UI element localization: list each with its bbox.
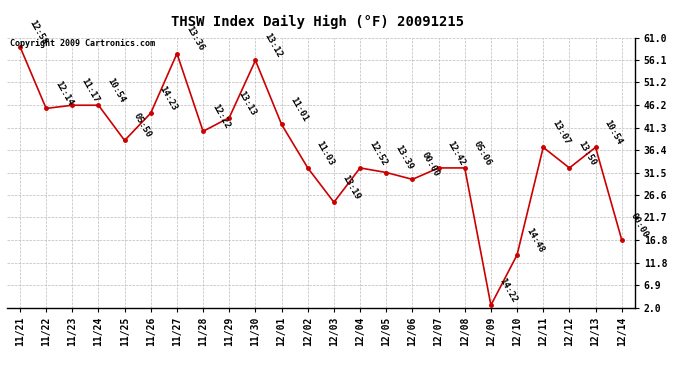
Text: 13:12: 13:12 (262, 32, 284, 60)
Text: 12:52: 12:52 (367, 140, 388, 167)
Text: 00:00: 00:00 (420, 151, 441, 178)
Text: 05:50: 05:50 (132, 112, 152, 140)
Text: 13:39: 13:39 (393, 144, 415, 172)
Text: 11:03: 11:03 (315, 140, 336, 167)
Text: 12:14: 12:14 (53, 80, 75, 108)
Text: 13:13: 13:13 (236, 89, 257, 117)
Text: THSW Index Daily High (°F) 20091215: THSW Index Daily High (°F) 20091215 (171, 15, 464, 29)
Text: 13:19: 13:19 (341, 174, 362, 201)
Text: 13:50: 13:50 (576, 140, 598, 167)
Text: 11:17: 11:17 (79, 76, 101, 105)
Text: 10:54: 10:54 (602, 119, 624, 147)
Text: 14:48: 14:48 (524, 226, 545, 254)
Text: 10:54: 10:54 (106, 76, 127, 105)
Text: 13:36: 13:36 (184, 25, 205, 53)
Text: 00:00: 00:00 (629, 211, 650, 239)
Text: Copyright 2009 Cartronics.com: Copyright 2009 Cartronics.com (10, 39, 155, 48)
Text: 14:22: 14:22 (498, 277, 519, 304)
Text: 12:22: 12:22 (210, 103, 231, 130)
Text: 13:07: 13:07 (550, 119, 571, 147)
Text: 05:06: 05:06 (472, 140, 493, 167)
Text: 11:01: 11:01 (288, 96, 310, 124)
Text: 12:42: 12:42 (446, 140, 466, 167)
Text: 12:58: 12:58 (27, 18, 48, 46)
Text: 14:23: 14:23 (158, 84, 179, 112)
